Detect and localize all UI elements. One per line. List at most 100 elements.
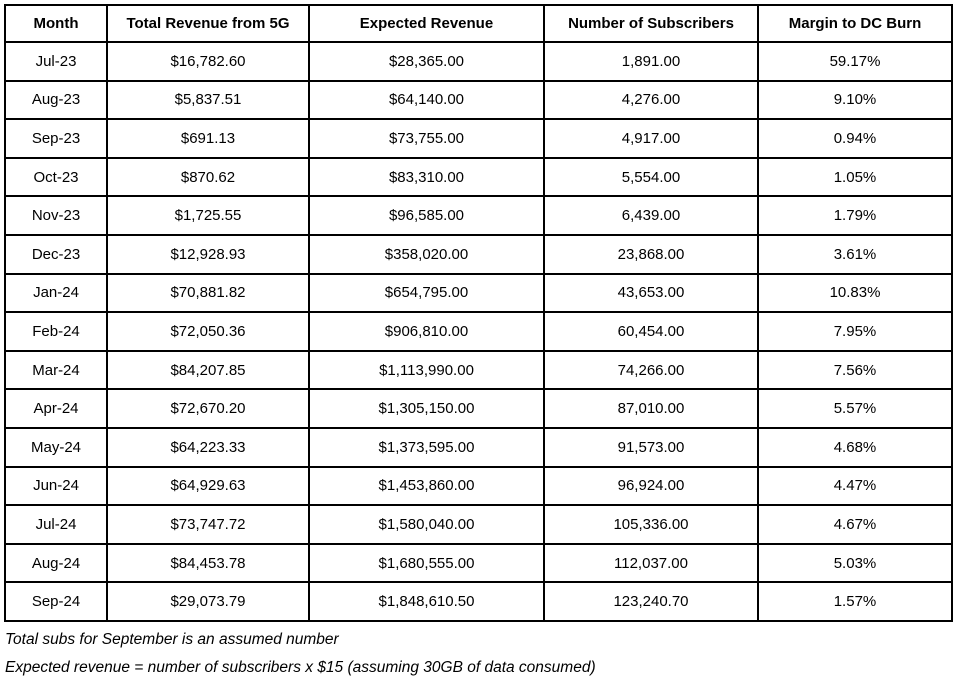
table-cell: $64,929.63 <box>106 465 310 507</box>
table-cell: 5.57% <box>757 388 953 429</box>
table-row: Sep-24 $29,073.79 $1,848,610.50 123,240.70 1… <box>4 581 953 622</box>
table-cell: 4,917.00 <box>543 118 759 159</box>
table-cell: 105,336.00 <box>543 504 759 545</box>
table-cell: 0.94% <box>757 118 953 159</box>
table-cell: 1.79% <box>757 195 953 236</box>
table-cell: $96,585.00 <box>308 195 545 236</box>
table-cell: $84,453.78 <box>106 542 310 584</box>
table-row: May-24 $64,223.33 $1,373,595.00 91,573.00 4.… <box>4 426 953 468</box>
table-cell: $1,725.55 <box>106 195 310 236</box>
table-cell: 3.61% <box>757 233 953 275</box>
table-row: Apr-24 $72,670.20 $1,305,150.00 87,010.00 5.… <box>4 388 953 429</box>
table-cell: 4,276.00 <box>543 79 759 121</box>
table-cell: 91,573.00 <box>543 426 759 468</box>
table-cell: 4.47% <box>757 465 953 507</box>
table-cell: $84,207.85 <box>106 349 310 391</box>
table-cell: Sep-23 <box>4 118 108 159</box>
table-cell: $64,140.00 <box>308 79 545 121</box>
table-cell: 96,924.00 <box>543 465 759 507</box>
table-cell: 74,266.00 <box>543 349 759 391</box>
table-row: Aug-24 $84,453.78 $1,680,555.00 112,037.00 5… <box>4 542 953 584</box>
table-cell: $64,223.33 <box>106 426 310 468</box>
table-cell: 6,439.00 <box>543 195 759 236</box>
footnote-expected-revenue-formula: Expected revenue = number of subscribers… <box>5 659 596 676</box>
table-cell: Jun-24 <box>4 465 108 507</box>
table-cell: $1,373,595.00 <box>308 426 545 468</box>
table-row: Mar-24 $84,207.85 $1,113,990.00 74,266.00 7.… <box>4 349 953 391</box>
column-header: Total Revenue from 5G <box>106 4 310 43</box>
table-cell: 87,010.00 <box>543 388 759 429</box>
table-cell: Apr-24 <box>4 388 108 429</box>
table-row: Jan-24 $70,881.82 $654,795.00 43,653.00 10.8… <box>4 272 953 314</box>
table-cell: Oct-23 <box>4 156 108 198</box>
column-header: Margin to DC Burn <box>757 4 953 43</box>
table-row: Oct-23 $870.62 $83,310.00 5,554.00 1.05% <box>4 156 953 198</box>
table-row: Dec-23 $12,928.93 $358,020.00 23,868.00 3.61… <box>4 233 953 275</box>
table-cell: $5,837.51 <box>106 79 310 121</box>
table-row: Jul-23 $16,782.60 $28,365.00 1,891.00 59.17% <box>4 41 953 82</box>
table-cell: 4.67% <box>757 504 953 545</box>
table-cell: $691.13 <box>106 118 310 159</box>
table-cell: 5.03% <box>757 542 953 584</box>
table-cell: 60,454.00 <box>543 311 759 352</box>
table-cell: $12,928.93 <box>106 233 310 275</box>
table-cell: Sep-24 <box>4 581 108 622</box>
table-row: Sep-23 $691.13 $73,755.00 4,917.00 0.94% <box>4 118 953 159</box>
footnote-assumed-subs: Total subs for September is an assumed n… <box>5 631 339 648</box>
table-cell: Jan-24 <box>4 272 108 314</box>
table-cell: 7.56% <box>757 349 953 391</box>
table-cell: Mar-24 <box>4 349 108 391</box>
footnotes: Total subs for September is an assumed n… <box>5 626 945 676</box>
table-body: Jul-23 $16,782.60 $28,365.00 1,891.00 59.17%… <box>4 41 953 622</box>
table-cell: 1.05% <box>757 156 953 198</box>
table-row: Feb-24 $72,050.36 $906,810.00 60,454.00 7.95… <box>4 311 953 352</box>
table-cell: Jul-23 <box>4 41 108 82</box>
table-cell: Feb-24 <box>4 311 108 352</box>
table-cell: May-24 <box>4 426 108 468</box>
table-cell: $73,747.72 <box>106 504 310 545</box>
table-cell: 9.10% <box>757 79 953 121</box>
table-cell: $28,365.00 <box>308 41 545 82</box>
table-row: Jun-24 $64,929.63 $1,453,860.00 96,924.00 4.… <box>4 465 953 507</box>
table-cell: $906,810.00 <box>308 311 545 352</box>
table-cell: $1,848,610.50 <box>308 581 545 622</box>
table-cell: Dec-23 <box>4 233 108 275</box>
table-cell: 5,554.00 <box>543 156 759 198</box>
column-header: Expected Revenue <box>308 4 545 43</box>
table-row: Nov-23 $1,725.55 $96,585.00 6,439.00 1.79% <box>4 195 953 236</box>
table-cell: 7.95% <box>757 311 953 352</box>
table-cell: $870.62 <box>106 156 310 198</box>
revenue-table: Month Total Revenue from 5G Expected Reven… <box>4 4 953 622</box>
table-cell: 43,653.00 <box>543 272 759 314</box>
table-cell: $73,755.00 <box>308 118 545 159</box>
table-cell: $72,050.36 <box>106 311 310 352</box>
table-cell: $358,020.00 <box>308 233 545 275</box>
table-cell: $1,113,990.00 <box>308 349 545 391</box>
table-cell: $1,580,040.00 <box>308 504 545 545</box>
column-header: Month <box>4 4 108 43</box>
table-header: Month Total Revenue from 5G Expected Reven… <box>4 4 953 43</box>
table-cell: $1,305,150.00 <box>308 388 545 429</box>
table-cell: 112,037.00 <box>543 542 759 584</box>
table-cell: Aug-23 <box>4 79 108 121</box>
table-cell: 10.83% <box>757 272 953 314</box>
table-cell: Nov-23 <box>4 195 108 236</box>
table-cell: $72,670.20 <box>106 388 310 429</box>
table-row: Jul-24 $73,747.72 $1,580,040.00 105,336.00 4… <box>4 504 953 545</box>
table-cell: Jul-24 <box>4 504 108 545</box>
table-cell: Aug-24 <box>4 542 108 584</box>
table-cell: $1,453,860.00 <box>308 465 545 507</box>
table-cell: 4.68% <box>757 426 953 468</box>
table-cell: 1,891.00 <box>543 41 759 82</box>
table-header-row: Month Total Revenue from 5G Expected Reven… <box>4 4 953 43</box>
column-header: Number of Subscribers <box>543 4 759 43</box>
table-cell: $1,680,555.00 <box>308 542 545 584</box>
table-cell: 1.57% <box>757 581 953 622</box>
table-cell: $83,310.00 <box>308 156 545 198</box>
table-cell: 59.17% <box>757 41 953 82</box>
table-cell: 23,868.00 <box>543 233 759 275</box>
table-row: Aug-23 $5,837.51 $64,140.00 4,276.00 9.10% <box>4 79 953 121</box>
table-cell: $16,782.60 <box>106 41 310 82</box>
table-cell: $29,073.79 <box>106 581 310 622</box>
